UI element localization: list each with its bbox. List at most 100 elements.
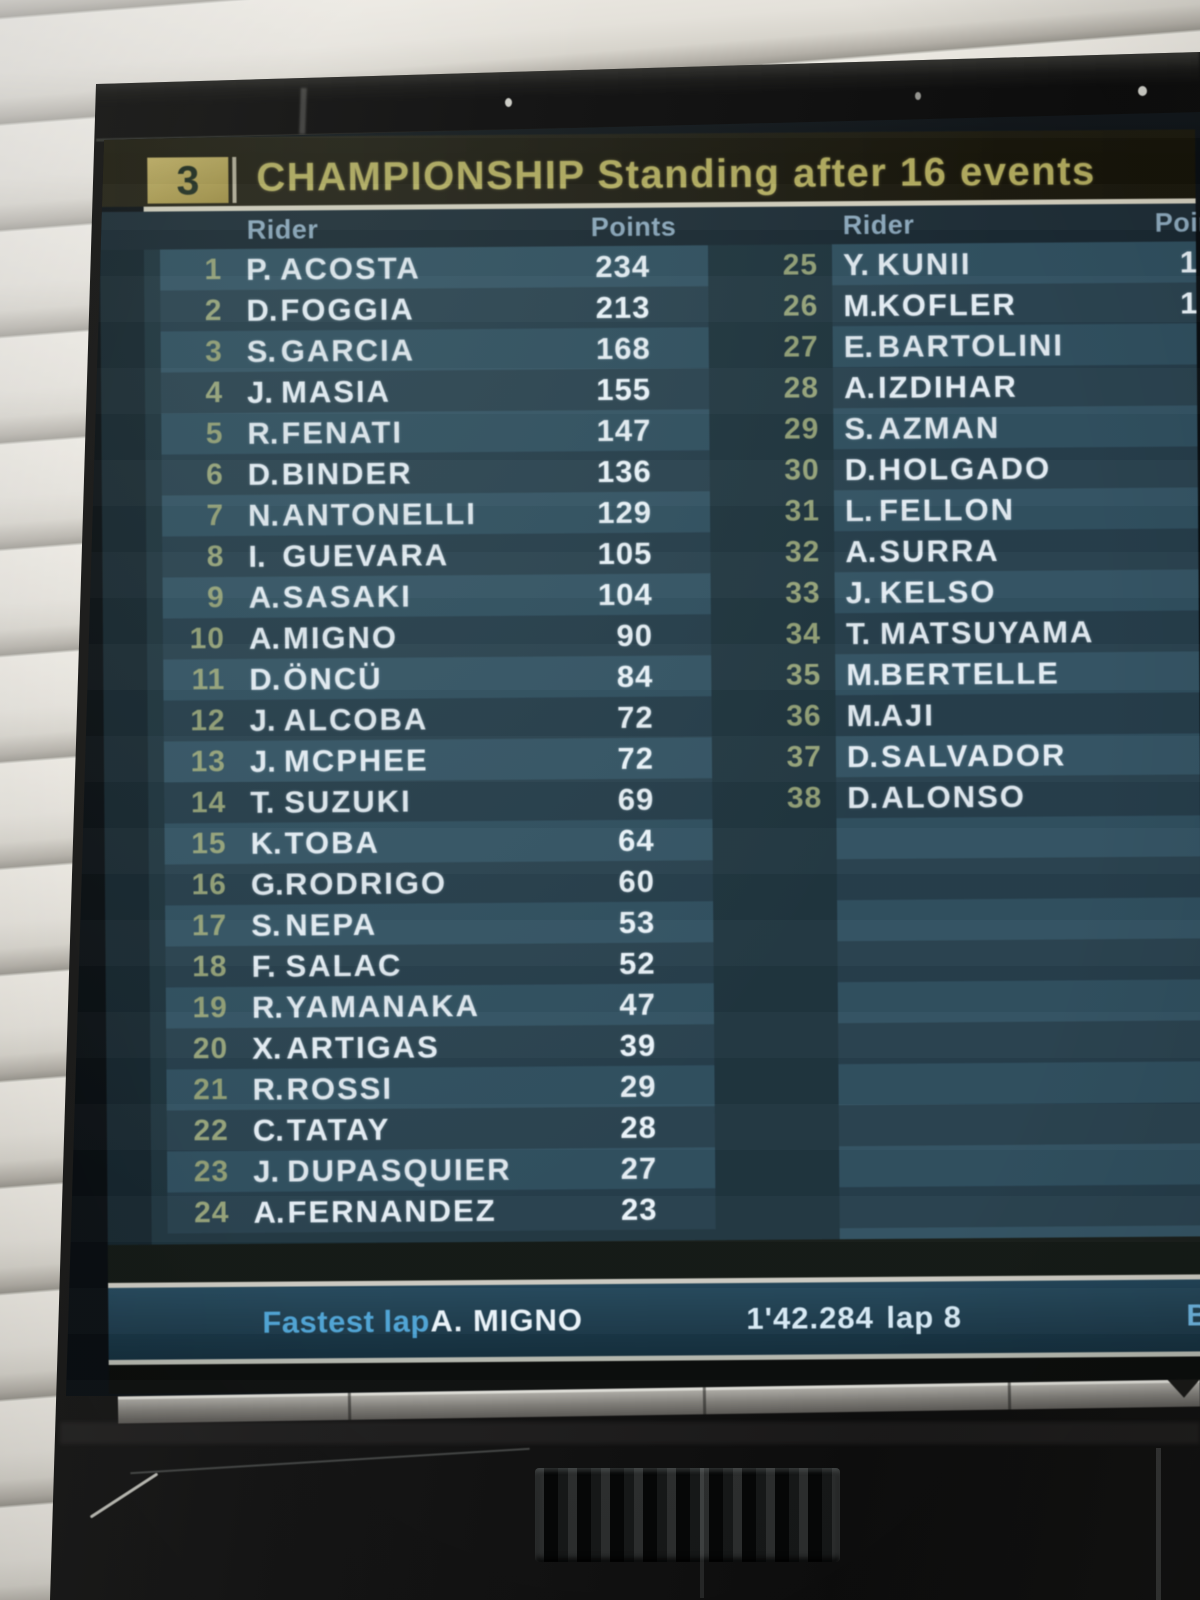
rider-points: 60	[618, 863, 656, 899]
rider-surname: FENATI	[281, 414, 404, 451]
rider-position: 8	[206, 540, 225, 574]
cable-glint-faint	[130, 1447, 530, 1475]
rider-position: 24	[194, 1196, 230, 1230]
rider-surname: MATSUYAMA	[879, 614, 1095, 651]
standings-row: 27 E. BARTOLINI	[757, 323, 1197, 368]
rider-points: 104	[597, 576, 653, 613]
rider-name: D.HOLGADO	[845, 448, 1052, 491]
rider-position: 27	[783, 330, 819, 364]
rider-surname: TATAY	[286, 1111, 391, 1148]
rider-surname: ALCOBA	[283, 701, 429, 738]
header-rider-right: Rider	[842, 209, 915, 241]
row-band	[838, 1061, 1200, 1106]
rider-position: 10	[189, 622, 226, 656]
empty-row	[762, 1061, 1200, 1106]
row-band	[839, 1184, 1200, 1229]
rider-initial: A.	[248, 579, 280, 615]
rider-name: S. NEPA	[251, 904, 377, 946]
rider-points: 168	[595, 330, 651, 367]
rider-surname: SASAKI	[282, 578, 412, 615]
standings-row: 33 J. KELSO	[759, 569, 1199, 614]
rider-initial: D.	[847, 779, 879, 816]
standings-row: 32 A.SURRA	[758, 528, 1199, 573]
rider-position: 4	[205, 376, 224, 410]
rider-name: J. KELSO	[846, 571, 997, 613]
rider-name: N.ANTONELLI	[248, 493, 477, 536]
rider-initial: J.	[253, 1153, 280, 1189]
standings-row: 14 T. SUZUKI 69	[164, 778, 713, 824]
rider-name: L. FELLON	[845, 489, 1015, 531]
rider-position: 18	[192, 950, 228, 984]
fastest-lap-rider: A. MIGNO	[430, 1302, 584, 1339]
cabinet-glint	[700, 1468, 704, 1598]
row-band	[836, 856, 1200, 901]
rider-points: 105	[597, 535, 653, 572]
rider-surname: KOFLER	[877, 286, 1017, 323]
rider-name: S. GARCIA	[247, 330, 416, 372]
row-band	[837, 938, 1200, 983]
cabinet-glint	[1156, 1448, 1161, 1600]
empty-row	[763, 1184, 1200, 1229]
standings-row: 13 J. MCPHEE 72	[163, 737, 713, 783]
rider-surname: BARTOLINI	[877, 327, 1065, 364]
rider-position: 9	[206, 581, 225, 615]
rider-position: 37	[786, 740, 823, 774]
rider-points: 147	[596, 412, 652, 449]
rider-initial: K.	[250, 825, 282, 861]
rider-surname: ANTONELLI	[281, 496, 477, 533]
standings-row: 34 T. MATSUYAMA	[759, 610, 1200, 655]
rider-initial: D.	[844, 451, 876, 488]
cabinet-reflection	[60, 1422, 1200, 1444]
rider-points: 213	[595, 289, 651, 326]
rider-name: K.TOBA	[250, 822, 380, 864]
rider-initial: T.	[845, 615, 871, 652]
rider-position: 14	[190, 786, 227, 820]
rider-position: 15	[191, 827, 227, 861]
rider-surname: DUPASQUIER	[287, 1151, 512, 1189]
rider-position: 36	[786, 699, 822, 733]
rider-initial: R.	[252, 1071, 284, 1107]
rider-initial: N.	[247, 497, 280, 533]
rider-name: A.FERNANDEZ	[253, 1190, 496, 1233]
rider-position: 17	[191, 909, 228, 943]
rider-surname: ALONSO	[881, 778, 1027, 815]
rider-name: J. MCPHEE	[250, 739, 429, 781]
rider-surname: MCPHEE	[283, 742, 429, 779]
rider-initial: M.	[846, 656, 881, 693]
header-points-left: Points	[590, 211, 677, 243]
rider-surname: AZMAN	[878, 409, 1001, 446]
rider-surname: KUNII	[876, 246, 972, 282]
rider-position: 38	[786, 781, 823, 815]
rider-name: A.IZDIHAR	[844, 366, 1018, 408]
rider-name: M.AJI	[846, 694, 935, 736]
rider-position: 19	[192, 991, 229, 1025]
strip-seam	[347, 1392, 352, 1420]
standings-row: 31 L. FELLON	[758, 487, 1199, 532]
speaker-grille	[535, 1468, 840, 1562]
bezel-reflection-speck	[915, 92, 921, 100]
rider-initial: E.	[843, 328, 874, 365]
rider-points: 129	[597, 494, 653, 531]
rider-surname: SALVADOR	[880, 737, 1067, 774]
rider-points: 72	[617, 740, 655, 776]
rider-points: 90	[616, 617, 654, 653]
rider-initial: D.	[247, 456, 279, 492]
standings-row: 30 D.HOLGADO	[758, 446, 1198, 491]
standings-row: 19 R.YAMANAKA 47	[165, 983, 715, 1029]
title-bar: 3 CHAMPIONSHIP Standing after 16 events	[99, 129, 1196, 208]
rider-position: 33	[785, 576, 821, 610]
empty-row	[761, 938, 1200, 983]
standings-row: 28 A.IZDIHAR	[757, 364, 1198, 409]
rider-surname: HOLGADO	[878, 450, 1052, 487]
rider-initial: A.	[845, 533, 877, 570]
rider-position: 21	[193, 1073, 229, 1107]
rider-initial: R.	[247, 415, 279, 451]
rider-surname: RODRIGO	[284, 865, 448, 902]
rider-name: M.KOFLER	[843, 284, 1017, 326]
rider-points-partial: 1	[1179, 244, 1199, 280]
rider-name: I. GUEVARA	[248, 534, 449, 577]
rider-position: 30	[784, 453, 820, 487]
panel-number-badge: 3	[147, 157, 229, 204]
rider-initial: L.	[844, 492, 873, 529]
rider-initial: M.	[846, 697, 882, 734]
